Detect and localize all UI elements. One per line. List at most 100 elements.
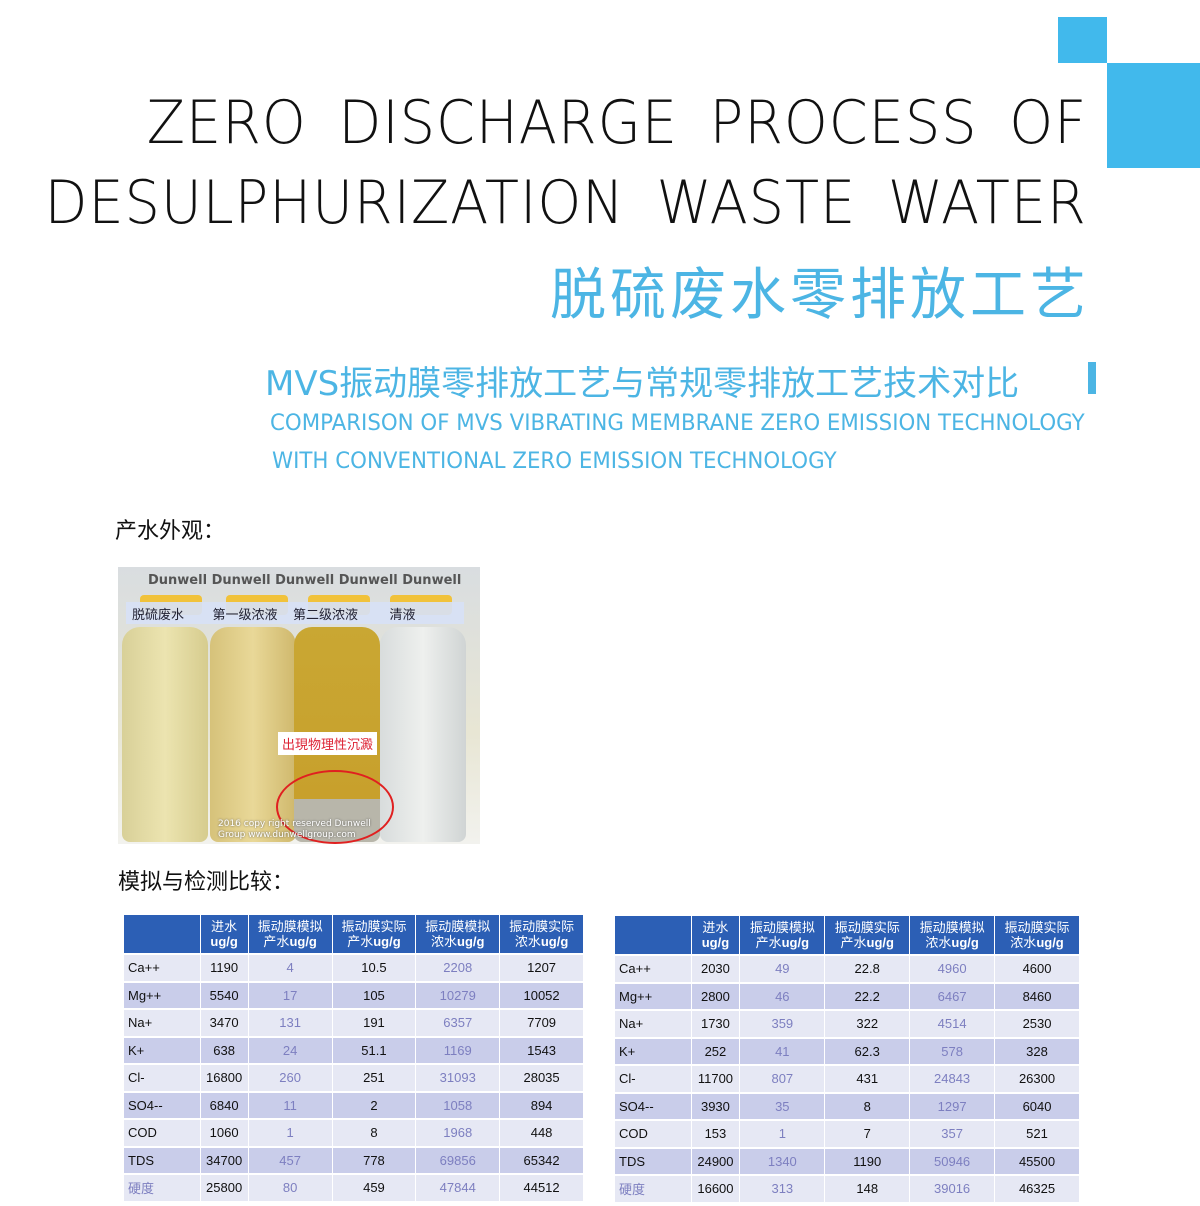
table-row: Mg++ 5540 17 105 10279 10052 [124, 981, 584, 1010]
table-cell: 2030 [691, 955, 741, 984]
table-cell: 10279 [415, 981, 501, 1010]
table-cell: 1 [248, 1119, 333, 1148]
table-row: COD 153 1 7 357 521 [615, 1120, 1080, 1149]
table-cell: 1190 [200, 954, 249, 983]
row-label: Na+ [615, 1010, 692, 1039]
precipitate-note: 出現物理性沉澱 [278, 732, 378, 755]
table-cell: 1543 [499, 1036, 584, 1065]
table-cell: 2 [332, 1091, 417, 1120]
label-stage2: 第二级浓液 [293, 607, 359, 623]
table-cell: 2530 [994, 1010, 1080, 1039]
table-cell: 47844 [415, 1174, 501, 1203]
column-header: 振动膜模拟 产水ug/g [739, 916, 826, 956]
table-cell: 6840 [200, 1091, 249, 1120]
table-row: Na+ 1730 359 322 4514 2530 [615, 1010, 1080, 1039]
row-label: COD [615, 1120, 692, 1149]
table-cell: 2208 [415, 954, 501, 983]
row-label: Mg++ [124, 981, 201, 1010]
table-cell: 807 [739, 1065, 826, 1094]
table-cell: 778 [332, 1146, 417, 1175]
photo-labels: 脱硫废水 第一级浓液 第二级浓液 清液 [126, 602, 464, 624]
table-cell: 1060 [200, 1119, 249, 1148]
table-cell: 17 [248, 981, 333, 1010]
table-cell: 431 [824, 1065, 911, 1094]
row-label: TDS [615, 1147, 692, 1176]
decorative-square-large [1107, 63, 1200, 168]
table-cell: 457 [248, 1146, 333, 1175]
table-cell: 62.3 [824, 1037, 911, 1066]
row-label: Cl- [615, 1065, 692, 1094]
table-cell: 2800 [691, 982, 741, 1011]
table-cell: 6040 [994, 1092, 1080, 1121]
table-cell: 359 [739, 1010, 826, 1039]
table-cell: 31093 [415, 1064, 501, 1093]
table-row: Ca++ 2030 49 22.8 4960 4600 [615, 955, 1080, 984]
table-cell: 3930 [691, 1092, 741, 1121]
table-cell: 22.8 [824, 955, 911, 984]
table-cell: 28035 [499, 1064, 584, 1093]
table-cell: 6357 [415, 1009, 501, 1038]
table-cell: 39016 [909, 1175, 996, 1204]
bottle-clear [380, 627, 466, 842]
table-row: K+ 252 41 62.3 578 328 [615, 1037, 1080, 1066]
column-header [124, 915, 201, 955]
table-cell: 6467 [909, 982, 996, 1011]
table-cell: 1730 [691, 1010, 741, 1039]
table-cell: 10.5 [332, 954, 417, 983]
table-cell: 5540 [200, 981, 249, 1010]
section-appearance: 产水外观： [115, 519, 226, 544]
row-label: 硬度 [615, 1175, 692, 1204]
table-cell: 8 [332, 1119, 417, 1148]
row-label: Na+ [124, 1009, 201, 1038]
row-label: COD [124, 1119, 201, 1148]
table-cell: 22.2 [824, 982, 911, 1011]
table-cell: 4960 [909, 955, 996, 984]
table-row: TDS 34700 457 778 69856 65342 [124, 1146, 584, 1175]
table-row: 硬度 16600 313 148 39016 46325 [615, 1175, 1080, 1204]
table-row: Cl- 16800 260 251 31093 28035 [124, 1064, 584, 1093]
subtitle-en-2: WITH CONVENTIONAL ZERO EMISSION TECHNOLO… [272, 449, 837, 474]
table-cell: 4514 [909, 1010, 996, 1039]
table-cell: 105 [332, 981, 417, 1010]
table-cell: 8460 [994, 982, 1080, 1011]
table-row: 硬度 25800 80 459 47844 44512 [124, 1174, 584, 1203]
label-stage1: 第一级浓液 [212, 607, 278, 623]
table-cell: 7 [824, 1120, 911, 1149]
section-comparison: 模拟与检测比较： [118, 870, 295, 895]
table-cell: 1207 [499, 954, 584, 983]
table-row: Mg++ 2800 46 22.2 6467 8460 [615, 982, 1080, 1011]
table-cell: 322 [824, 1010, 911, 1039]
table-cell: 260 [248, 1064, 333, 1093]
title-line2: DESULPHURIZATION WASTE WATER [44, 168, 1087, 238]
table-cell: 45500 [994, 1147, 1080, 1176]
table-header: 进水 ug/g 振动膜模拟 产水ug/g 振动膜实际 产水ug/g 振动膜模拟 浓水ug/g 振… [615, 916, 1080, 956]
table-cell: 69856 [415, 1146, 501, 1175]
column-header: 振动膜实际 产水ug/g [824, 916, 911, 956]
title-cn: 脱硫废水零排放工艺 [550, 263, 1090, 328]
table-cell: 35 [739, 1092, 826, 1121]
row-label: K+ [124, 1036, 201, 1065]
comparison-table-1: 进水 ug/g 振动膜模拟 产水ug/g 振动膜实际 产水ug/g 振动膜模拟 浓水ug/g 振… [124, 915, 584, 1203]
table-cell: 49 [739, 955, 826, 984]
table-cell: 25800 [200, 1174, 249, 1203]
subtitle-en-1: COMPARISON OF MVS VIBRATING MEMBRANE ZER… [270, 411, 1085, 436]
table-cell: 65342 [499, 1146, 584, 1175]
row-label: Mg++ [615, 982, 692, 1011]
table-cell: 1190 [824, 1147, 911, 1176]
table-cell: 11700 [691, 1065, 741, 1094]
table-cell: 46 [739, 982, 826, 1011]
table-cell: 10052 [499, 981, 584, 1010]
table-cell: 24843 [909, 1065, 996, 1094]
table-cell: 51.1 [332, 1036, 417, 1065]
table-cell: 578 [909, 1037, 996, 1066]
table-cell: 328 [994, 1037, 1080, 1066]
table-cell: 1968 [415, 1119, 501, 1148]
row-label: TDS [124, 1146, 201, 1175]
table-cell: 459 [332, 1174, 417, 1203]
column-header: 振动膜实际 产水ug/g [332, 915, 417, 955]
highlight-circle [276, 770, 394, 844]
table-cell: 148 [824, 1175, 911, 1204]
title-line1: ZERO DISCHARGE PROCESS OF [146, 88, 1087, 158]
table-cell: 313 [739, 1175, 826, 1204]
table-row: K+ 638 24 51.1 1169 1543 [124, 1036, 584, 1065]
